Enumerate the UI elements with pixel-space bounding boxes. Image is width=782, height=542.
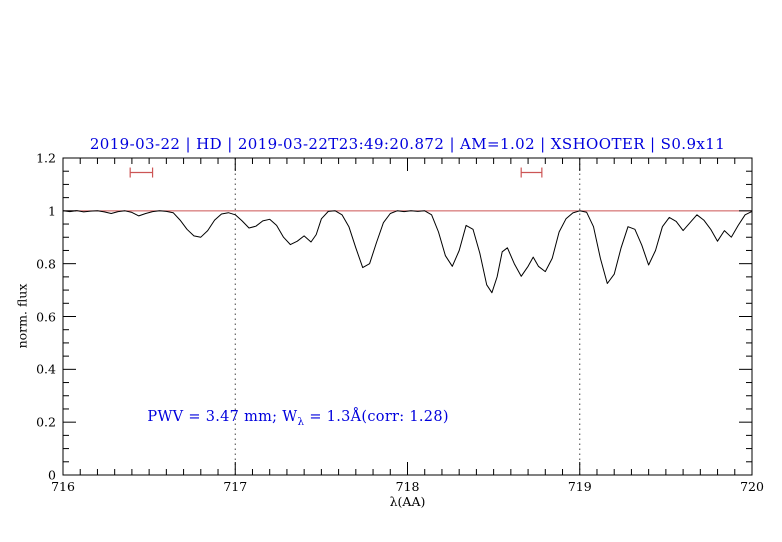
y-tick-label: 0 — [48, 467, 56, 483]
annotation-lambda-sub: λ — [297, 415, 305, 428]
x-tick-label: 718 — [395, 479, 420, 494]
plot-title: 2019-03-22 | HD | 2019-03-22T23:49:20.87… — [89, 135, 726, 153]
pwv-annotation: PWV = 3.47 mm; Wλ = 1.3Å(corr: 1.28) — [147, 409, 448, 428]
annotation-suffix: = 1.3Å(corr: 1.28) — [304, 408, 449, 425]
x-tick-label: 716 — [51, 479, 75, 494]
y-tick-label: 0.4 — [36, 361, 56, 377]
y-tick-label: 0.8 — [36, 256, 56, 272]
y-tick-label: 0.2 — [36, 414, 56, 430]
x-tick-label: 719 — [567, 479, 592, 494]
spectrum-line — [62, 210, 753, 294]
y-tick-label: 1.2 — [36, 150, 56, 166]
x-axis-label: λ(AA) — [389, 494, 426, 509]
dotted-gridlines — [234, 158, 581, 475]
y-tick-label: 0.6 — [36, 309, 56, 324]
range-markers — [129, 167, 543, 178]
annotation-prefix: PWV = 3.47 mm; W — [147, 408, 298, 425]
x-tick-label: 720 — [740, 479, 764, 494]
y-tick-label: 1 — [48, 203, 56, 219]
axes — [62, 157, 753, 476]
x-tick-label: 717 — [223, 479, 248, 494]
